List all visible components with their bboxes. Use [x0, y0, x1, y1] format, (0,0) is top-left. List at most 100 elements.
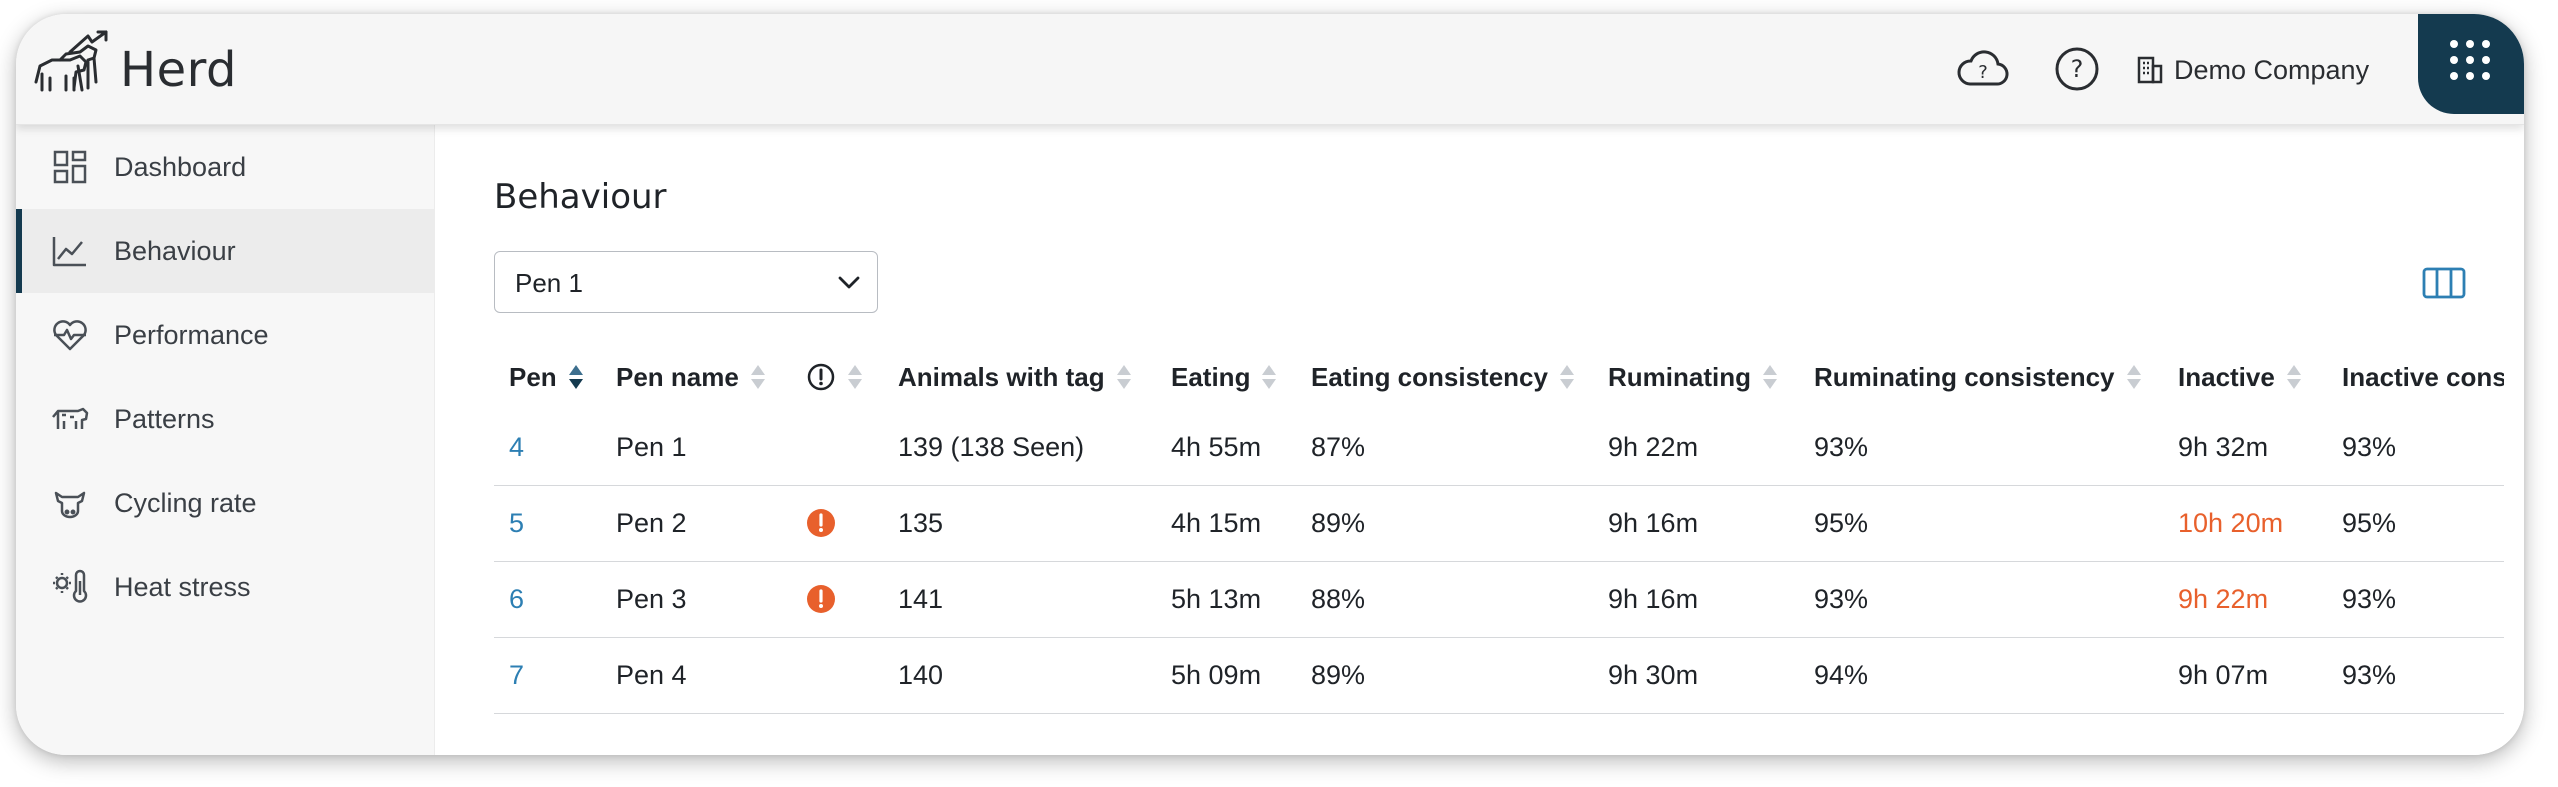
thermometer-icon — [53, 569, 88, 603]
alert-cell — [806, 561, 836, 637]
column-settings-button[interactable] — [2420, 263, 2468, 303]
inactive-consistency-cell: 93% — [2342, 583, 2397, 614]
dashboard-grid-icon — [53, 150, 87, 184]
svg-text:?: ? — [2071, 55, 2084, 83]
inactive-cell: 9h 07m — [2178, 659, 2269, 690]
sidebar-item-label: Heat stress — [114, 571, 251, 602]
table-row[interactable]: 7 Pen 4 140 5h 09m 89% 9h 30m 94% 9h 07m… — [494, 637, 2504, 714]
column-header-ruminating[interactable]: Ruminating — [1608, 345, 1777, 409]
app-title: Herd — [120, 42, 237, 98]
behaviour-table: Pen Pen name Animals with tag Eat — [494, 345, 2504, 755]
app-launcher-button[interactable] — [2418, 14, 2524, 114]
pen-number-link[interactable]: 5 — [509, 507, 525, 538]
pen-name-cell: Pen 3 — [616, 583, 687, 614]
app-window: Herd ? ? Demo Company — [16, 14, 2524, 755]
company-name: Demo Company — [2174, 54, 2370, 85]
sidebar-item-behaviour[interactable]: Behaviour — [16, 209, 434, 293]
sidebar-item-cycling-rate[interactable]: Cycling rate — [16, 461, 434, 545]
inactive-consistency-cell: 93% — [2342, 659, 2397, 690]
pen-name-cell: Pen 2 — [616, 507, 687, 538]
column-header-label: Inactive — [2178, 361, 2275, 392]
table-row[interactable]: 4 Pen 1 139 (138 Seen) 4h 55m 87% 9h 22m… — [494, 409, 2504, 486]
alert-cell — [806, 485, 836, 561]
sort-icon — [2286, 363, 2301, 391]
column-header-label: Eating — [1171, 361, 1251, 392]
alert-outline-icon — [807, 363, 835, 391]
column-header-label: Eating consistency — [1311, 361, 1548, 392]
inactive-cell-warning: 9h 22m — [2178, 583, 2269, 614]
cow-icon — [52, 407, 89, 429]
sidebar-item-patterns[interactable]: Patterns — [16, 377, 434, 461]
pen-select-dropdown[interactable]: Pen 1 — [494, 251, 878, 313]
herd-logo-icon — [34, 30, 108, 92]
eating-consistency-cell: 89% — [1311, 659, 1366, 690]
cow-face-icon — [54, 491, 86, 519]
sidebar-item-heat-stress[interactable]: Heat stress — [16, 545, 434, 629]
column-header-eating[interactable]: Eating — [1171, 345, 1277, 409]
column-header-label: Pen name — [616, 361, 739, 392]
sort-icon — [1116, 363, 1131, 391]
ruminating-cell: 9h 30m — [1608, 659, 1699, 690]
table-row[interactable]: 6 Pen 3 141 5h 13m 88% 9h 16m 93% 9h 22m… — [494, 561, 2504, 638]
inactive-cell: 9h 32m — [2178, 431, 2269, 462]
column-header-label: Animals with tag — [898, 361, 1105, 392]
heart-pulse-icon — [53, 320, 87, 351]
eating-consistency-cell: 87% — [1311, 431, 1366, 462]
sidebar-item-dashboard[interactable]: Dashboard — [16, 125, 434, 209]
sort-icon — [1262, 363, 1277, 391]
sort-icon — [848, 363, 862, 391]
company-switcher[interactable]: Demo Company — [2136, 50, 2369, 90]
ruminating-consistency-cell: 95% — [1814, 507, 1869, 538]
column-header-ruminating-consistency[interactable]: Ruminating consistency — [1814, 345, 2141, 409]
main-content: Behaviour Pen 1 Pen Pen name — [436, 125, 2524, 755]
pen-number-link[interactable]: 7 — [509, 659, 525, 690]
cloud-question-icon: ? — [1957, 50, 2009, 86]
svg-text:?: ? — [1978, 62, 1988, 83]
inactive-consistency-cell: 93% — [2342, 431, 2397, 462]
column-header-inactive-consistency[interactable]: Inactive cons — [2342, 345, 2504, 409]
ruminating-cell: 9h 16m — [1608, 583, 1699, 614]
alert-filled-icon[interactable] — [806, 584, 836, 614]
columns-icon — [2422, 267, 2466, 299]
column-header-animals-with-tag[interactable]: Animals with tag — [898, 345, 1131, 409]
column-header-label: Ruminating — [1608, 361, 1751, 392]
animals-cell: 140 — [898, 659, 944, 690]
help-circle-icon: ? — [2055, 47, 2099, 91]
inactive-cell-warning: 10h 20m — [2178, 507, 2284, 538]
column-header-label: Pen — [509, 361, 557, 392]
sidebar-item-label: Performance — [114, 319, 269, 350]
table-row[interactable]: 5 Pen 2 135 4h 15m 89% 9h 16m 95% 10h 20… — [494, 485, 2504, 562]
ruminating-cell: 9h 16m — [1608, 507, 1699, 538]
animals-cell: 139 (138 Seen) — [898, 431, 1085, 462]
sidebar-item-label: Patterns — [114, 403, 215, 434]
column-header-pen-name[interactable]: Pen name — [616, 345, 765, 409]
line-chart-icon — [52, 237, 86, 267]
page-title: Behaviour — [494, 177, 667, 217]
sidebar-item-label: Dashboard — [114, 151, 247, 182]
sidebar-item-performance[interactable]: Performance — [16, 293, 434, 377]
cloud-help-button[interactable]: ? — [1956, 44, 2010, 94]
pen-number-link[interactable]: 6 — [509, 583, 525, 614]
pen-name-cell: Pen 4 — [616, 659, 687, 690]
sort-icon — [1763, 363, 1777, 391]
help-button[interactable]: ? — [2052, 44, 2102, 94]
ruminating-consistency-cell: 93% — [1814, 431, 1869, 462]
column-header-eating-consistency[interactable]: Eating consistency — [1311, 345, 1574, 409]
inactive-consistency-cell: 95% — [2342, 507, 2397, 538]
sidebar-item-label: Behaviour — [114, 235, 236, 266]
eating-cell: 5h 09m — [1171, 659, 1262, 690]
column-header-label: Inactive cons — [2342, 361, 2504, 392]
column-header-label: Ruminating consistency — [1814, 361, 2115, 392]
column-header-pen[interactable]: Pen — [509, 345, 583, 409]
top-header: Herd ? ? Demo Company — [16, 14, 2524, 125]
column-header-alert[interactable] — [806, 345, 862, 409]
grid-dots-icon — [2450, 40, 2490, 80]
column-header-inactive[interactable]: Inactive — [2178, 345, 2301, 409]
eating-consistency-cell: 89% — [1311, 507, 1366, 538]
alert-filled-icon[interactable] — [806, 508, 836, 538]
ruminating-consistency-cell: 94% — [1814, 659, 1869, 690]
animals-cell: 141 — [898, 583, 944, 614]
eating-cell: 4h 15m — [1171, 507, 1262, 538]
pen-number-link[interactable]: 4 — [509, 431, 525, 462]
sort-icon — [750, 363, 765, 391]
